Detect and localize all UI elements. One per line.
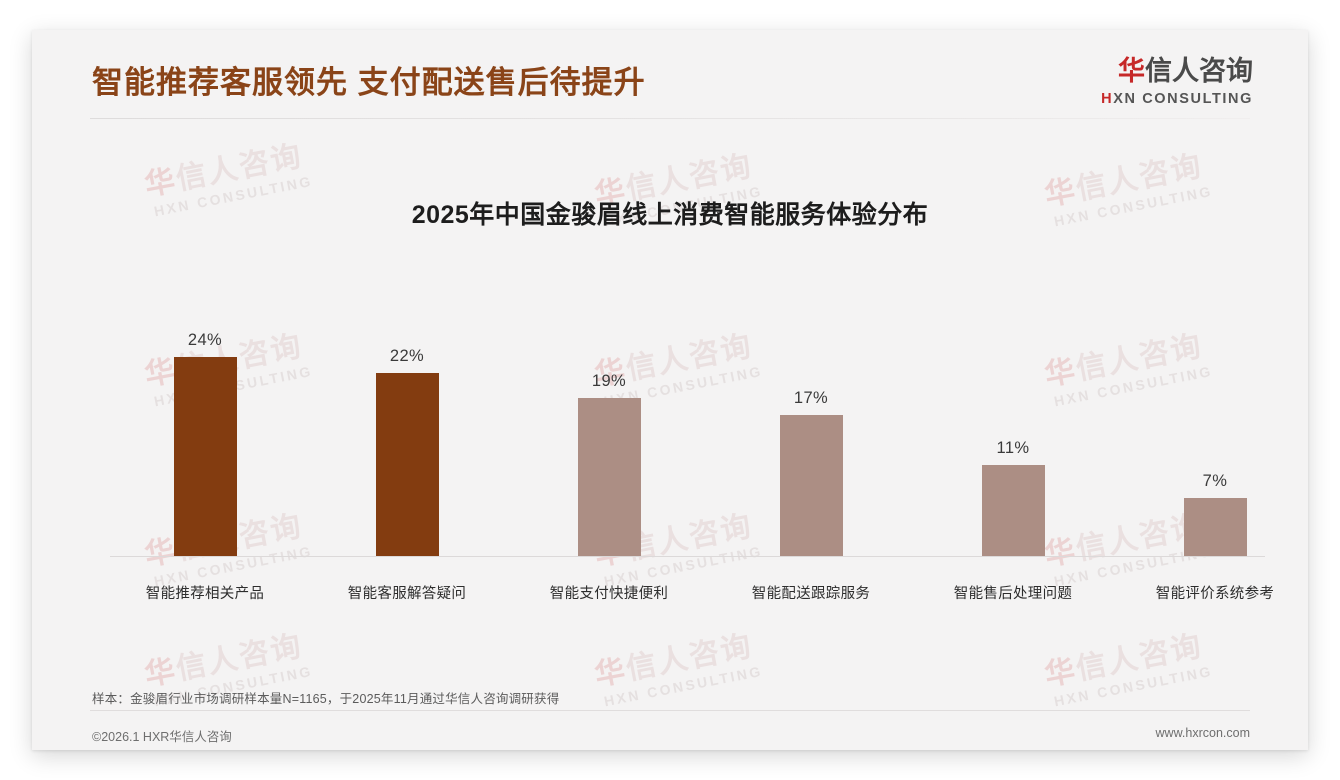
slide-header: 智能推荐客服领先 支付配送售后待提升 华信人咨询 HXN CONSULTING [32, 30, 1308, 119]
bar-group[interactable]: 7% [1120, 472, 1308, 556]
logo-en-highlight: H [1101, 91, 1114, 107]
bar-value-label: 19% [591, 372, 627, 390]
bar-group[interactable]: 22% [312, 347, 502, 556]
bar[interactable] [173, 357, 237, 556]
logo-en-rest: XN CONSULTING [1113, 91, 1253, 107]
logo-cn-rest: 信人咨询 [1145, 56, 1253, 86]
page-title: 智能推荐客服领先 支付配送售后待提升 [92, 65, 646, 100]
bar-value-label: 17% [793, 389, 829, 407]
bar-value-label: 11% [996, 439, 1030, 457]
bar[interactable] [577, 398, 641, 556]
footer-divider [90, 710, 1250, 711]
logo-english-text: HXN CONSULTING [1101, 92, 1253, 107]
bar-chart-plot-area: 24% 22% 19% 17% 11% 7% 智能推荐相关产品 智能客服解答疑问 智能支付快捷… [78, 280, 1278, 602]
category-label: 智能配送跟踪服务 [751, 586, 871, 602]
sample-footnote: 样本：金骏眉行业市场调研样本量N=1165，于2025年11月通过华信人咨询调研… [92, 692, 560, 706]
logo-chinese-text: 华信人咨询 [1101, 58, 1253, 85]
bar-group[interactable]: 17% [716, 389, 906, 556]
brand-logo: 华信人咨询 HXN CONSULTING [1101, 58, 1253, 107]
bar[interactable] [375, 373, 439, 556]
bar-value-label: 7% [1202, 472, 1228, 490]
logo-cn-highlight: 华 [1118, 56, 1145, 86]
bar-value-label: 22% [389, 347, 425, 365]
bar[interactable] [981, 465, 1045, 556]
bar-group[interactable]: 11% [918, 439, 1108, 556]
chart-title: 2025年中国金骏眉线上消费智能服务体验分布 [411, 201, 929, 229]
category-label: 智能售后处理问题 [953, 586, 1073, 602]
slide-canvas: 华信人咨询 HXN CONSULTING 华信人咨询 HXN CONSULTING 华信… [32, 30, 1308, 750]
category-label: 智能推荐相关产品 [145, 586, 265, 602]
bar[interactable] [1183, 498, 1247, 556]
bar-value-label: 24% [187, 331, 223, 349]
header-divider [90, 118, 1250, 119]
category-label: 智能支付快捷便利 [549, 586, 669, 602]
category-label: 智能评价系统参考 [1155, 586, 1275, 602]
category-label: 智能客服解答疑问 [347, 586, 467, 602]
x-axis-line [110, 556, 1265, 557]
bar-group[interactable]: 19% [514, 372, 704, 556]
bar[interactable] [779, 415, 843, 556]
slide-footer: ©2026.1 HXR华信人咨询 www.hxrcon.com [32, 718, 1308, 750]
bar-group[interactable]: 24% [110, 331, 300, 556]
website-link[interactable]: www.hxrcon.com [1155, 726, 1250, 740]
copyright-text: ©2026.1 HXR华信人咨询 [92, 730, 232, 744]
